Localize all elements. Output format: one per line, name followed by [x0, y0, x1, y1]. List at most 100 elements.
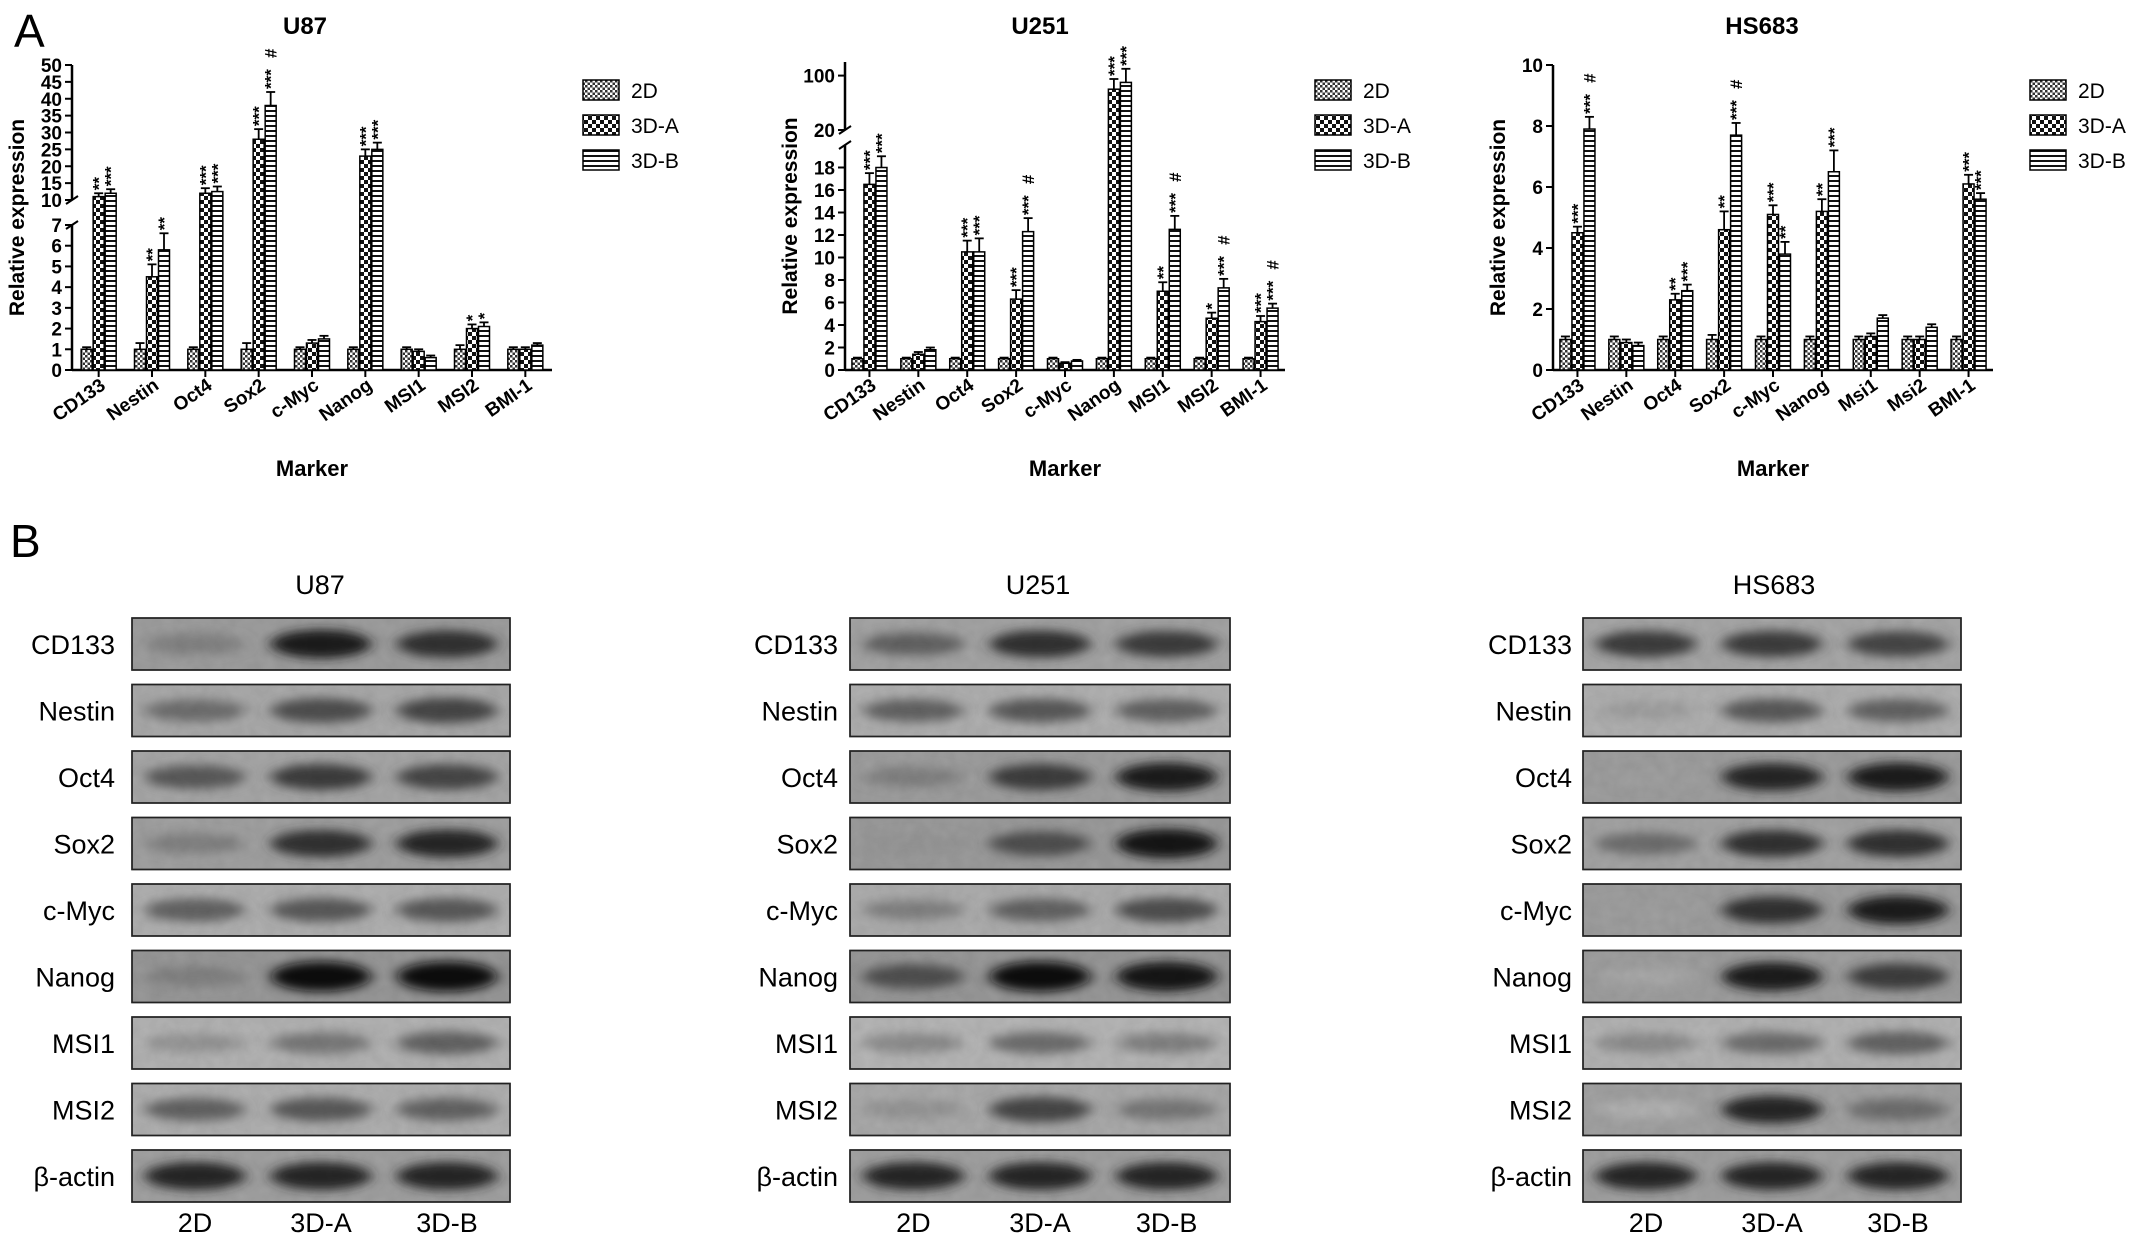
blot-border: [849, 1082, 1231, 1137]
y-tick-label: 20: [41, 157, 62, 178]
blot-texture: [132, 817, 510, 870]
bar-3db: [1119, 81, 1133, 371]
bar-2d: [948, 358, 962, 371]
blot-border: [1582, 750, 1962, 804]
bar-3db: [264, 104, 277, 371]
x-tick-label: BMI-1: [1217, 375, 1272, 422]
western-blots: U87 CD133 Nestin Oct4 Sox2 c-Myc Nanog MSI1 MSI2…: [31, 570, 1962, 1238]
significance-mark: **: [1776, 225, 1795, 239]
bar-3db: [924, 349, 937, 371]
blot-lane-label: 3D-B: [1136, 1208, 1198, 1238]
bar-3da: [863, 183, 876, 371]
x-tick-label: Nestin: [870, 375, 930, 426]
y-tick-label: 3: [51, 299, 62, 320]
x-tick-label: Sox2: [220, 375, 269, 418]
bar-2d: [240, 348, 253, 371]
blot-row-label: Nestin: [1495, 697, 1572, 727]
blot-texture: [850, 1083, 1230, 1136]
bar-3db: [1680, 289, 1694, 371]
x-tick-label: c-Myc: [267, 375, 324, 423]
bar-2d: [1559, 338, 1572, 371]
legend-swatch: [2029, 114, 2067, 136]
x-tick-label: Oct4: [170, 375, 217, 417]
significance-mark: ***: [1568, 203, 1587, 223]
significance-mark: ***: [1764, 182, 1783, 202]
legend-swatch: [1314, 79, 1352, 101]
y-tick-label: 4: [824, 316, 835, 337]
significance-mark: #: [1166, 172, 1185, 182]
bar-2d: [80, 348, 93, 371]
bar-3db: [1266, 307, 1279, 371]
significance-mark: ***: [1727, 100, 1746, 120]
bar-3db: [972, 251, 986, 371]
blot-border: [131, 816, 511, 871]
y-tick-label: 6: [1532, 178, 1543, 199]
x-tick-label: Msi1: [1835, 375, 1882, 417]
blot-row-label: Sox2: [53, 830, 115, 860]
blot-lane-label: 2D: [1629, 1208, 1664, 1238]
blot-border: [849, 949, 1231, 1004]
y-tick-label: 8: [824, 271, 835, 292]
blot-border: [1582, 617, 1962, 671]
x-tick-label: MSI1: [381, 375, 430, 418]
significance-mark: **: [90, 177, 109, 191]
blot-row-label: MSI2: [775, 1096, 838, 1126]
y-tick-label: 35: [41, 107, 63, 128]
x-tick-label: MSI2: [434, 375, 482, 418]
x-tick-label: MSI1: [1125, 375, 1174, 418]
x-tick-label: CD133: [1528, 375, 1589, 426]
bar-3db: [1632, 344, 1645, 371]
legend-label: 3D-B: [1363, 150, 1411, 173]
y-tick-label: 0: [824, 361, 835, 382]
blot-border: [131, 617, 511, 671]
bar-3da: [92, 195, 105, 371]
y-tick-label: 10: [814, 249, 835, 270]
blot-texture: [132, 618, 510, 670]
significance-mark: ***: [1972, 170, 1991, 190]
blot-texture: [1583, 751, 1961, 803]
blot-row-label: β-actin: [33, 1162, 115, 1192]
bar-3db: [1925, 326, 1938, 371]
legend-label: 3D-A: [2078, 115, 2126, 138]
significance-mark: ***: [1825, 127, 1844, 147]
bar-2d: [851, 358, 864, 371]
significance-mark: #: [1580, 73, 1599, 83]
bar-3da: [1620, 341, 1633, 371]
significance-mark: *: [1203, 303, 1222, 310]
bar-3da: [1156, 290, 1170, 371]
significance-mark: ***: [860, 150, 879, 170]
blot-border: [1582, 1149, 1962, 1203]
blot-title: U87: [295, 570, 345, 600]
significance-mark: **: [1154, 266, 1173, 280]
significance-mark: ***: [872, 133, 891, 153]
y-tick-label: 2: [824, 339, 835, 360]
blot-texture: [850, 751, 1230, 803]
significance-mark: #: [1264, 260, 1283, 270]
significance-mark: **: [1715, 195, 1734, 209]
y-tick-label: 10: [41, 191, 62, 212]
y-tick-label: 25: [41, 140, 63, 161]
bar-2d: [400, 348, 413, 371]
bar-2d: [1242, 358, 1255, 371]
bar-2d: [453, 348, 467, 371]
y-tick-label: 4: [1532, 239, 1543, 260]
significance-mark: ***: [1215, 256, 1234, 276]
significance-mark: *: [463, 314, 482, 321]
blot-row-label: Oct4: [1515, 763, 1572, 793]
significance-mark: ***: [970, 215, 989, 235]
significance-mark: ***: [1960, 152, 1979, 172]
blot-texture: [1583, 950, 1961, 1003]
bar-3da: [519, 348, 532, 371]
significance-mark: **: [155, 217, 174, 231]
blot-border: [849, 883, 1231, 937]
significance-mark: ***: [196, 165, 215, 185]
bar-2d: [1754, 338, 1768, 371]
legend-swatch: [582, 114, 620, 136]
x-tick-label: Nestin: [103, 375, 163, 426]
blot-border: [849, 617, 1231, 671]
significance-mark: ***: [1166, 193, 1185, 213]
blot-row-label: Oct4: [58, 763, 115, 793]
significance-mark: **: [1813, 183, 1832, 197]
significance-mark: #: [262, 48, 281, 58]
